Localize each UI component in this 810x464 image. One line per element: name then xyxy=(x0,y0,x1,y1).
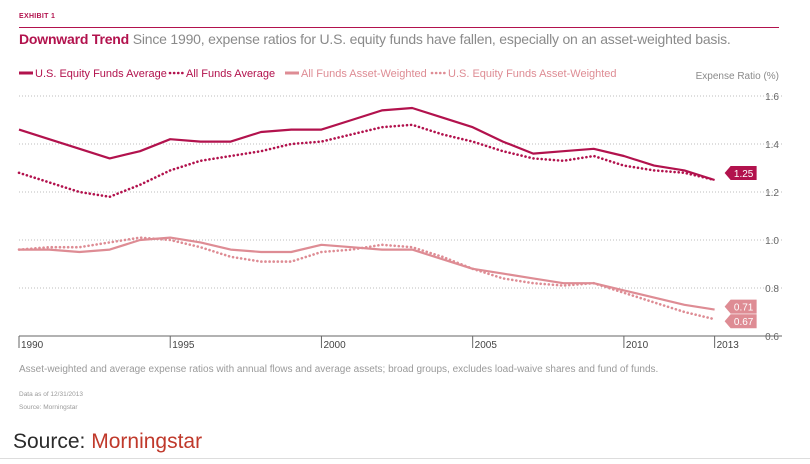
y-tick-label: 1.0 xyxy=(765,236,779,247)
bottom-border xyxy=(0,458,810,459)
end-label-badge xyxy=(724,299,757,314)
x-axis-ticks: 1990 1995 2000 2005 2010 2013 xyxy=(18,336,740,351)
data-as-of: Data as of 12/31/2013 xyxy=(19,391,83,398)
y-tick-label: 0.8 xyxy=(765,284,779,295)
end-label-badge xyxy=(724,166,757,180)
legend-item-label: All Funds Average xyxy=(186,68,275,80)
title-lead: Downward Trend xyxy=(19,31,129,47)
series-line-all-funds-average xyxy=(17,123,716,199)
title-subtitle: Since 1990, expense ratios for U.S. equi… xyxy=(132,31,731,47)
series-line-u-s-equity-funds-asset-weighted xyxy=(17,236,716,321)
end-label-value: 0.71 xyxy=(734,303,754,314)
y-axis-ticks: 0.6 0.8 1.0 1.2 1.4 1.6 xyxy=(765,92,779,343)
x-tick-label: 2010 xyxy=(626,340,649,351)
series-lines xyxy=(17,106,716,321)
expense-ratio-chart: U.S. Equity Funds Average All Funds Avera… xyxy=(17,68,782,351)
end-labels: 1.25 0.71 0.67 xyxy=(724,166,757,329)
series-line-u-s-equity-funds-average xyxy=(18,106,715,182)
legend-item-label: U.S. Equity Funds Average xyxy=(35,68,167,80)
chart-title: Downward Trend Since 1990, expense ratio… xyxy=(19,31,731,47)
x-tick-label: 1990 xyxy=(21,340,44,351)
x-tick-label: 2000 xyxy=(323,340,346,351)
end-label-badge xyxy=(724,314,757,329)
source-name: Morningstar xyxy=(91,430,203,453)
y-tick-label: 1.4 xyxy=(765,140,779,151)
y-tick-label: 1.2 xyxy=(765,188,779,199)
y-axis-label: Expense Ratio (%) xyxy=(696,71,779,82)
y-tick-label: 1.6 xyxy=(765,92,779,103)
end-label-value: 0.67 xyxy=(734,317,754,328)
x-tick-label: 2005 xyxy=(475,340,498,351)
x-tick-label: 1995 xyxy=(172,340,195,351)
source-small: Source: Morningstar xyxy=(19,404,78,411)
legend-item-label: All Funds Asset-Weighted xyxy=(301,68,427,80)
exhibit-label: EXHIBIT 1 xyxy=(19,13,56,20)
y-tick-label: 0.6 xyxy=(765,332,779,343)
x-tick-label: 2013 xyxy=(717,340,740,351)
legend-item-label: U.S. Equity Funds Asset-Weighted xyxy=(448,68,617,80)
end-label-value: 1.25 xyxy=(734,169,754,180)
title-rule xyxy=(19,27,779,28)
legend: U.S. Equity Funds Average All Funds Avera… xyxy=(19,68,617,80)
chart-notes: Asset-weighted and average expense ratio… xyxy=(19,364,659,375)
source-prefix: Source: xyxy=(13,430,92,453)
gridlines xyxy=(19,95,782,337)
source-footer: Source: Morningstar xyxy=(13,430,202,454)
